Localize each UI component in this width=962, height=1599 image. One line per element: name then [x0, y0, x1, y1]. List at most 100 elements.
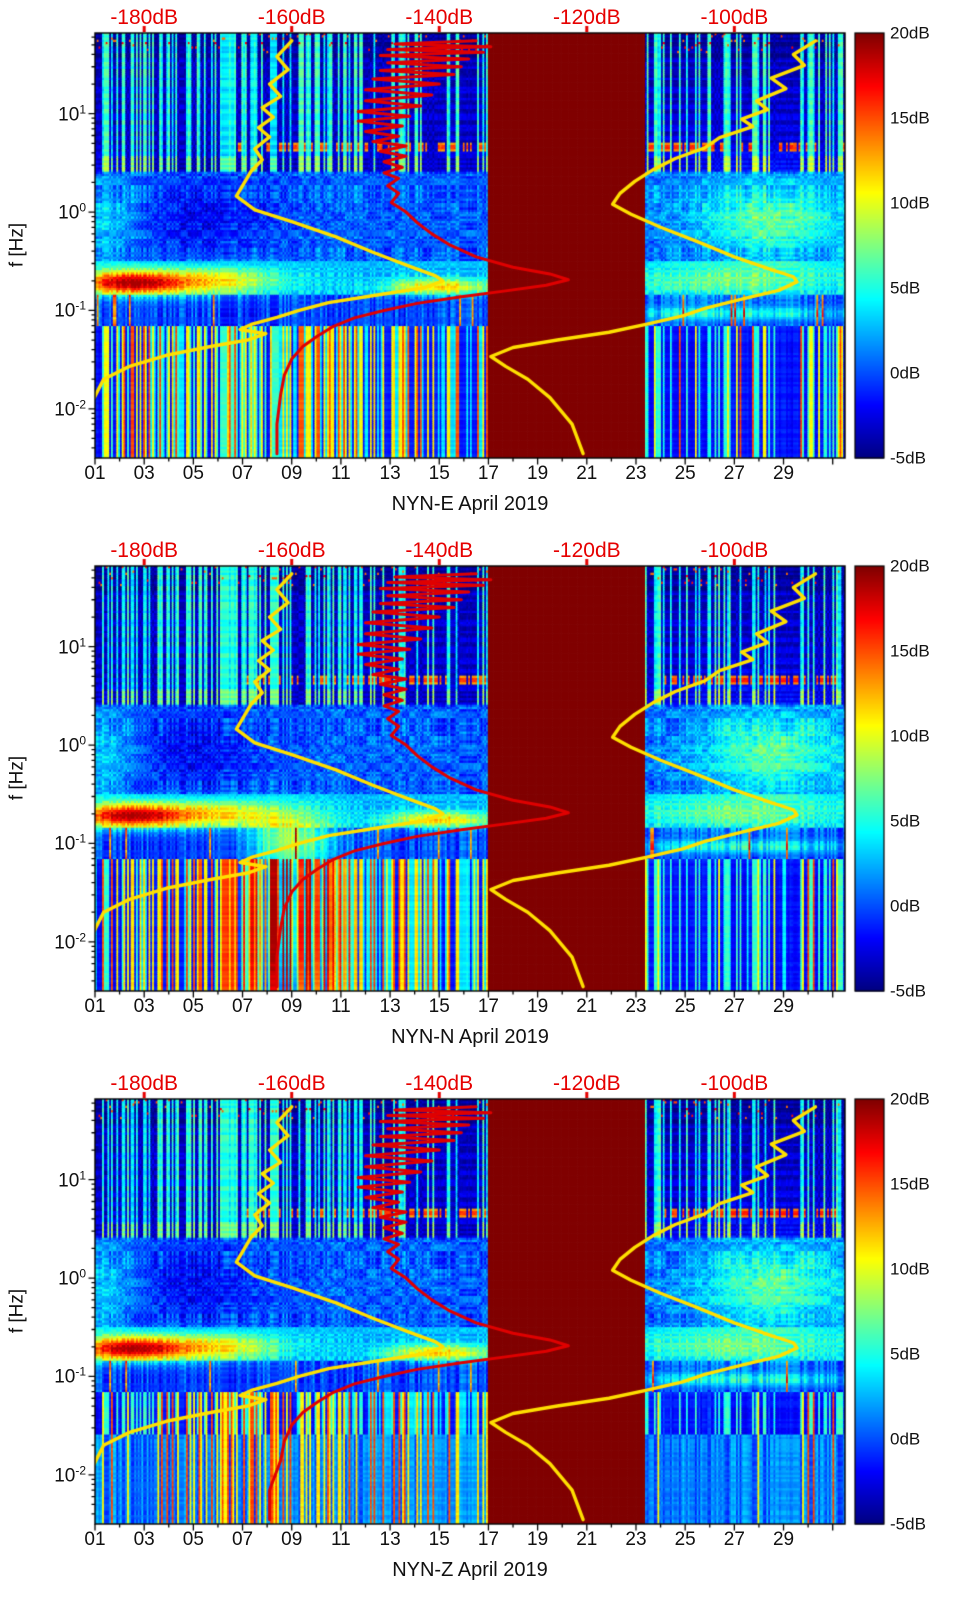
x-tick-label: 19 — [527, 1529, 549, 1550]
x-axis-title: NYN-N April 2019 — [391, 1026, 549, 1048]
x-tick-label: 13 — [379, 1529, 401, 1550]
x-tick-label: 07 — [231, 463, 254, 484]
x-tick-label: 23 — [625, 463, 647, 484]
x-tick-label: 15 — [428, 1529, 450, 1550]
x-tick-label: 13 — [379, 996, 401, 1017]
x-tick-label: 27 — [723, 996, 745, 1017]
top-axis-db-label: -180dB — [110, 1072, 179, 1095]
x-tick-label: 01 — [84, 996, 106, 1017]
colorbar-tick-label: 0dB — [890, 363, 921, 383]
x-tick-label: 05 — [182, 996, 204, 1017]
x-tick-label: 15 — [428, 463, 450, 484]
top-axis-db-label: -160dB — [257, 539, 326, 562]
x-tick-label: 27 — [723, 463, 745, 484]
spectrogram-canvas-z — [0, 1066, 962, 1599]
y-tick-label: 10-2 — [54, 930, 86, 954]
top-axis-db-label: -100dB — [700, 539, 769, 562]
colorbar-tick-label: -5dB — [890, 1514, 926, 1534]
top-axis-db-label: -100dB — [700, 1072, 769, 1095]
x-tick-label: 19 — [527, 463, 549, 484]
x-tick-label: 19 — [527, 996, 549, 1017]
colorbar-tick-label: 10dB — [890, 726, 930, 746]
top-axis-db-label: -100dB — [700, 6, 769, 29]
colorbar-tick-label: 15dB — [890, 108, 930, 128]
x-tick-label: 21 — [576, 1529, 598, 1550]
x-tick-label: 01 — [84, 1529, 106, 1550]
y-tick-label: 100 — [58, 1266, 86, 1290]
x-axis-title: NYN-E April 2019 — [391, 493, 549, 515]
x-tick-label: 17 — [477, 463, 500, 484]
x-tick-label: 01 — [84, 463, 106, 484]
colorbar-tick-label: 10dB — [890, 1259, 930, 1279]
colorbar-tick-label: 5dB — [890, 278, 921, 298]
colorbar-tick-label: -5dB — [890, 448, 926, 468]
x-tick-label: 27 — [723, 1529, 745, 1550]
top-axis-db-label: -140dB — [405, 539, 474, 562]
colorbar-tick-label: 15dB — [890, 1174, 930, 1194]
x-tick-label: 11 — [331, 463, 351, 484]
x-tick-label: 07 — [231, 996, 254, 1017]
x-tick-label: 09 — [281, 463, 303, 484]
x-tick-label: 21 — [576, 463, 598, 484]
top-axis-db-label: -140dB — [405, 6, 474, 29]
x-tick-label: 29 — [772, 996, 795, 1017]
x-tick-label: 29 — [772, 1529, 795, 1550]
colorbar-tick-label: 0dB — [890, 896, 921, 916]
y-tick-label: 10-1 — [54, 1364, 86, 1389]
colorbar-tick-label: 5dB — [890, 1344, 921, 1364]
x-tick-label: 17 — [477, 1529, 500, 1550]
x-tick-label: 07 — [231, 1529, 254, 1550]
colorbar-tick-label: 20dB — [890, 23, 930, 43]
x-tick-label: 03 — [133, 996, 155, 1017]
top-axis-db-label: -120dB — [552, 1072, 621, 1095]
top-axis-db-label: -180dB — [110, 539, 179, 562]
x-tick-label: 09 — [281, 1529, 303, 1550]
x-tick-label: 05 — [182, 1529, 204, 1550]
y-axis-title: f [Hz] — [6, 755, 28, 801]
spectrogram-panel-nyn-z: f [Hz] NYN-Z April 2019 -180dB -160dB -140… — [0, 1066, 962, 1599]
x-tick-label: 11 — [331, 996, 351, 1017]
x-tick-label: 13 — [379, 463, 401, 484]
colorbar-tick-label: 10dB — [890, 193, 930, 213]
x-axis-title: NYN-Z April 2019 — [392, 1559, 548, 1581]
top-axis-db-label: -160dB — [257, 1072, 326, 1095]
x-tick-label: 17 — [477, 996, 500, 1017]
x-tick-label: 11 — [331, 1529, 351, 1550]
y-tick-label: 101 — [58, 1167, 86, 1192]
x-tick-label: 25 — [674, 463, 696, 484]
y-tick-label: 10-2 — [54, 1463, 86, 1487]
y-tick-label: 101 — [58, 634, 86, 659]
y-axis-title: f [Hz] — [6, 222, 28, 268]
y-axis-title: f [Hz] — [6, 1288, 28, 1334]
y-tick-label: 100 — [58, 200, 86, 224]
top-axis-db-label: -160dB — [257, 6, 326, 29]
spectrogram-panel-nyn-n: f [Hz] NYN-N April 2019 -180dB -160dB -140… — [0, 533, 962, 1066]
top-axis-db-label: -120dB — [552, 6, 621, 29]
colorbar-tick-label: 5dB — [890, 811, 921, 831]
x-tick-label: 03 — [133, 1529, 155, 1550]
colorbar-tick-label: 20dB — [890, 1089, 930, 1109]
x-tick-label: 25 — [674, 1529, 696, 1550]
x-tick-label: 25 — [674, 996, 696, 1017]
top-axis-db-label: -120dB — [552, 539, 621, 562]
y-tick-label: 10-1 — [54, 298, 86, 323]
spectrogram-canvas-n — [0, 533, 962, 1066]
x-tick-label: 05 — [182, 463, 204, 484]
x-tick-label: 09 — [281, 996, 303, 1017]
x-tick-label: 03 — [133, 463, 155, 484]
colorbar-tick-label: 0dB — [890, 1429, 921, 1449]
colorbar-tick-label: 15dB — [890, 641, 930, 661]
x-tick-label: 23 — [625, 1529, 647, 1550]
colorbar-tick-label: -5dB — [890, 981, 926, 1001]
spectrogram-panel-nyn-e: f [Hz] NYN-E April 2019 -180dB -160dB -140… — [0, 0, 962, 533]
top-axis-db-label: -140dB — [405, 1072, 474, 1095]
y-tick-label: 10-2 — [54, 397, 86, 421]
top-axis-db-label: -180dB — [110, 6, 179, 29]
x-tick-label: 15 — [428, 996, 450, 1017]
y-tick-label: 10-1 — [54, 831, 86, 856]
x-tick-label: 21 — [576, 996, 598, 1017]
y-tick-label: 100 — [58, 733, 86, 757]
colorbar-tick-label: 20dB — [890, 556, 930, 576]
x-tick-label: 23 — [625, 996, 647, 1017]
